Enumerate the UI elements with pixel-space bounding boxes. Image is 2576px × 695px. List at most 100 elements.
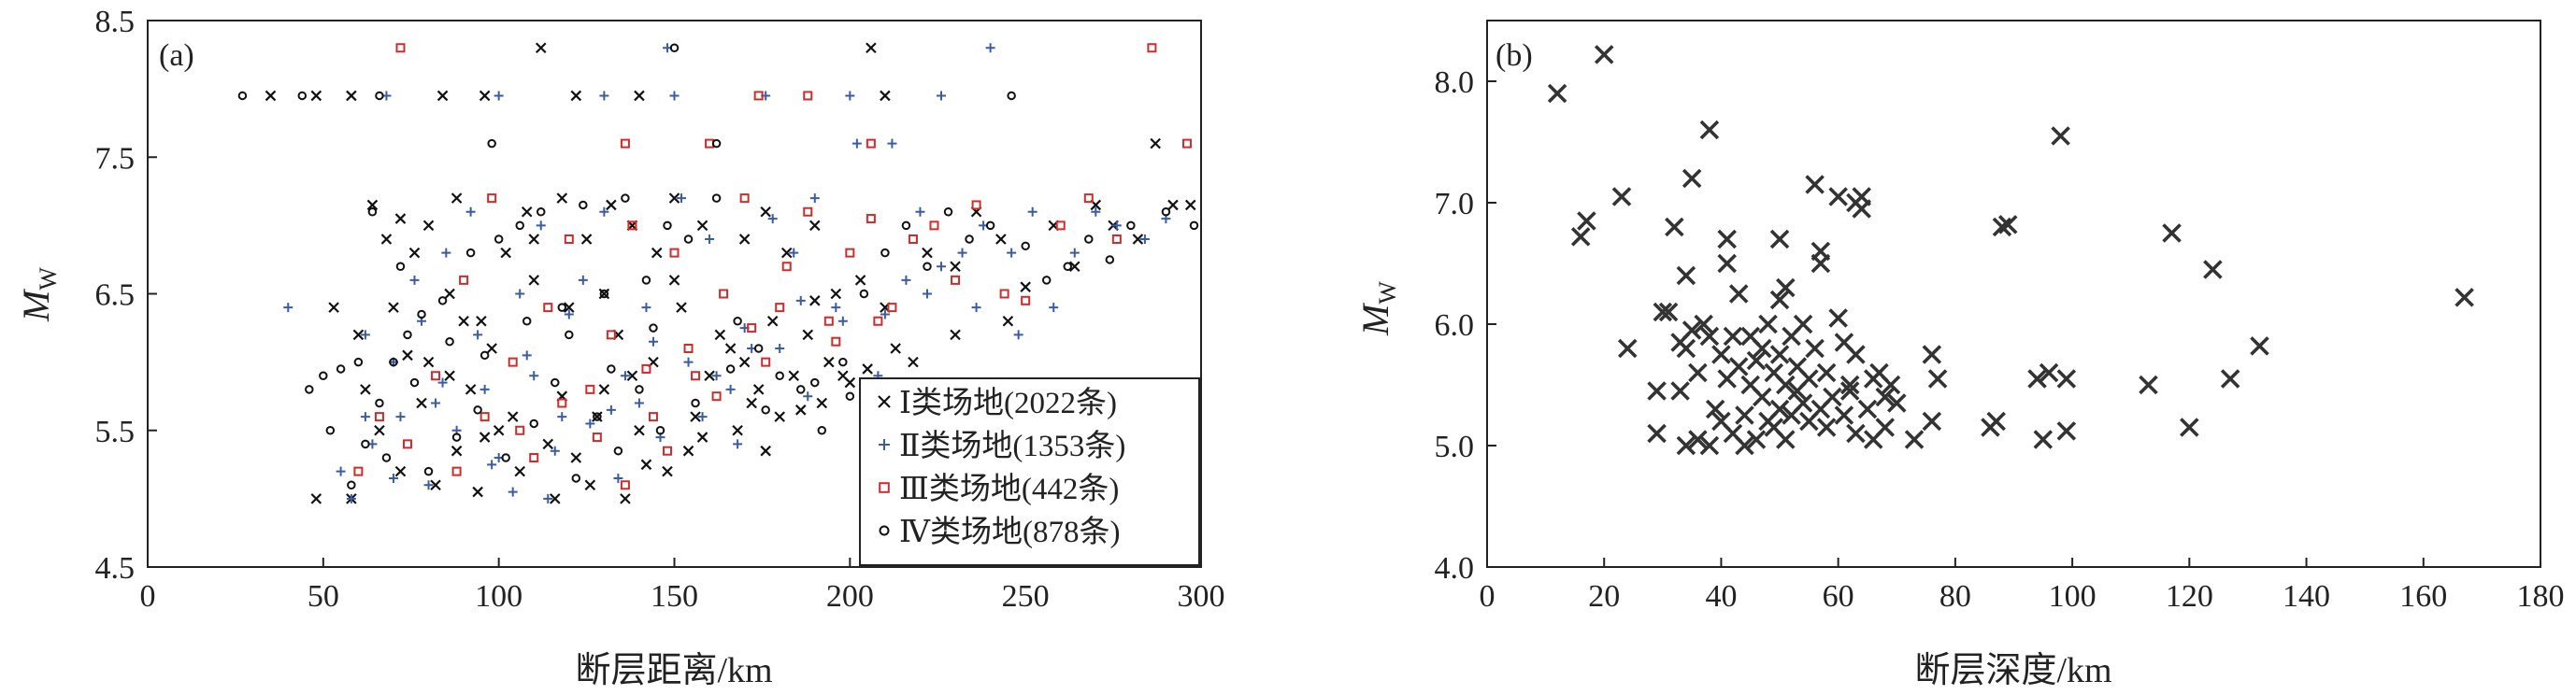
- data-point: [1021, 295, 1031, 305]
- data-point: [1769, 229, 1790, 249]
- data-point: [394, 213, 407, 224]
- data-point: [551, 377, 560, 388]
- data-point: [2220, 369, 2240, 389]
- data-point: [810, 377, 820, 388]
- data-point: [809, 193, 820, 204]
- data-point: [536, 220, 546, 231]
- data-point: [1688, 362, 1708, 383]
- data-point: [374, 424, 385, 436]
- data-point: [592, 433, 602, 443]
- data-point: [599, 206, 609, 217]
- data-point: [570, 452, 582, 463]
- data-point: [915, 206, 925, 217]
- data-point: [1717, 229, 1737, 249]
- y-tick-label: 7.0: [1435, 187, 1475, 221]
- data-point: [640, 459, 652, 471]
- data-point: [1711, 345, 1731, 364]
- data-point: [580, 234, 593, 245]
- x-tick-label: 0: [1480, 579, 1496, 614]
- data-point: [441, 248, 451, 258]
- data-point: [494, 91, 504, 101]
- data-point: [1069, 248, 1080, 258]
- data-point: [1013, 330, 1023, 340]
- data-point: [1769, 345, 1790, 364]
- data-point: [394, 465, 407, 477]
- data-point: [606, 404, 616, 415]
- data-point: [2051, 126, 2070, 146]
- data-point: [761, 357, 771, 367]
- legend-marker: [879, 439, 890, 450]
- data-point: [1922, 411, 1942, 432]
- data-point: [831, 303, 841, 313]
- data-point: [522, 317, 532, 326]
- data-point: [1665, 217, 1684, 237]
- data-point: [556, 192, 568, 204]
- data-point: [346, 90, 357, 102]
- data-point: [775, 344, 785, 353]
- data-point: [444, 370, 455, 382]
- data-point: [789, 248, 799, 258]
- data-point: [724, 343, 737, 354]
- data-point: [1021, 241, 1030, 251]
- data-point: [669, 91, 680, 101]
- data-point: [1063, 262, 1072, 271]
- data-point: [691, 398, 700, 408]
- y-axis-label-a-main: M: [15, 288, 57, 322]
- data-point: [451, 192, 463, 204]
- y-tick-label: 8.5: [95, 5, 136, 39]
- data-point: [423, 466, 434, 476]
- data-point: [465, 384, 477, 395]
- data-point: [1728, 357, 1749, 376]
- data-point: [965, 234, 974, 244]
- data-point: [2039, 362, 2059, 383]
- data-point: [535, 42, 547, 54]
- y-tick-label: 5.0: [1435, 430, 1475, 464]
- data-point: [310, 493, 322, 504]
- data-point: [753, 344, 764, 353]
- data-point: [845, 91, 855, 101]
- data-point: [971, 303, 981, 313]
- data-point: [336, 466, 346, 476]
- data-point: [487, 460, 497, 470]
- data-point: [725, 364, 736, 374]
- data-point: [593, 412, 602, 421]
- data-point: [620, 371, 630, 381]
- data-point: [1705, 399, 1725, 419]
- data-point: [451, 445, 463, 457]
- y-axis-label-b: MW: [1354, 281, 1401, 336]
- data-point: [1723, 326, 1743, 347]
- data-point: [515, 425, 525, 435]
- data-point: [641, 303, 651, 313]
- data-point: [985, 220, 995, 231]
- data-point: [733, 439, 743, 449]
- data-point: [1769, 399, 1790, 419]
- data-point: [395, 412, 406, 422]
- data-point: [367, 207, 378, 217]
- data-point: [951, 275, 961, 285]
- data-point: [1776, 277, 1796, 298]
- data-point: [1068, 261, 1080, 273]
- data-point: [676, 302, 687, 313]
- data-point: [1139, 234, 1150, 244]
- data-point: [662, 465, 673, 477]
- data-point: [564, 302, 575, 313]
- data-point: [472, 486, 483, 498]
- data-point: [265, 90, 277, 102]
- data-point: [845, 248, 855, 258]
- data-point: [1986, 411, 2006, 432]
- data-point: [1810, 241, 1831, 262]
- data-point: [999, 289, 1009, 299]
- data-point: [564, 309, 574, 319]
- data-point: [747, 323, 757, 333]
- data-point: [739, 193, 750, 204]
- data-point: [479, 90, 491, 102]
- data-point: [2139, 375, 2158, 395]
- data-point: [402, 439, 412, 449]
- data-point: [626, 370, 638, 382]
- data-point: [431, 371, 441, 381]
- data-point: [444, 288, 455, 300]
- data-point: [696, 432, 708, 443]
- data-point: [395, 262, 406, 271]
- data-point: [2056, 369, 2077, 389]
- data-point: [683, 234, 694, 244]
